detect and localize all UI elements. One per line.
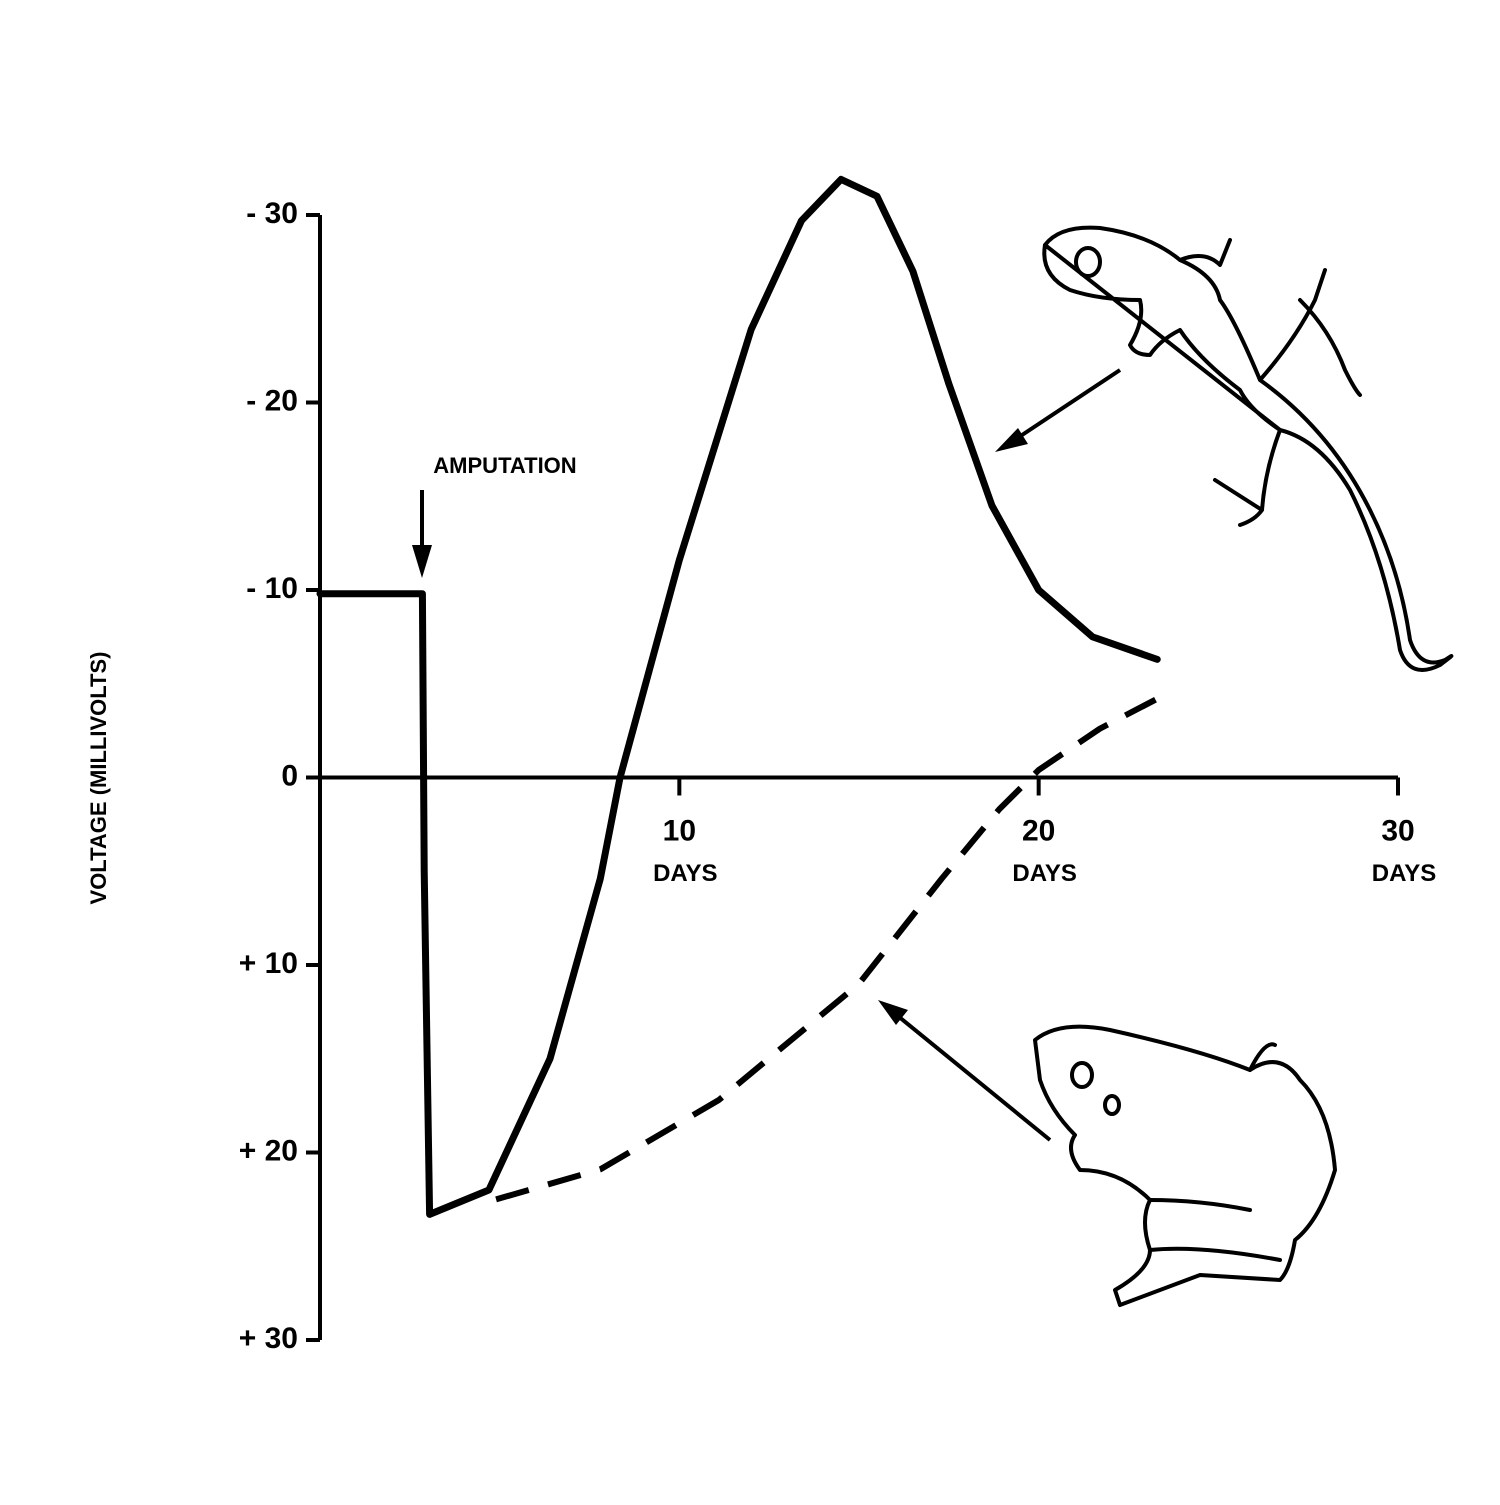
x-tick-unit: DAYS — [1012, 860, 1076, 887]
series-line — [316, 175, 1161, 1218]
salamander-drawing — [1042, 225, 1454, 672]
y-tick-label: + 20 — [239, 1134, 298, 1167]
x-tick-label: 20 — [1022, 814, 1055, 847]
y-tick-label: - 10 — [246, 572, 298, 605]
x-tick-unit: DAYS — [1372, 860, 1436, 887]
y-tick-label: 0 — [281, 759, 298, 792]
y-axis-label: VOLTAGE (MILLIVOLTS) — [86, 652, 111, 905]
series-line — [495, 696, 1159, 1203]
y-tick-label: - 30 — [246, 197, 298, 230]
x-tick-label: 30 — [1381, 814, 1414, 847]
annotation-arrow — [412, 490, 432, 578]
x-tick-unit: DAYS — [653, 860, 717, 887]
y-tick-label: + 10 — [239, 947, 298, 980]
y-tick-label: - 20 — [246, 384, 298, 417]
frog-arrow — [878, 1000, 1052, 1142]
salamander-arrow — [995, 368, 1122, 452]
y-tick-label: + 30 — [239, 1322, 298, 1355]
annotation: AMPUTATION — [433, 453, 576, 478]
x-tick-label: 10 — [663, 814, 696, 847]
frog-drawing — [1033, 1024, 1337, 1307]
